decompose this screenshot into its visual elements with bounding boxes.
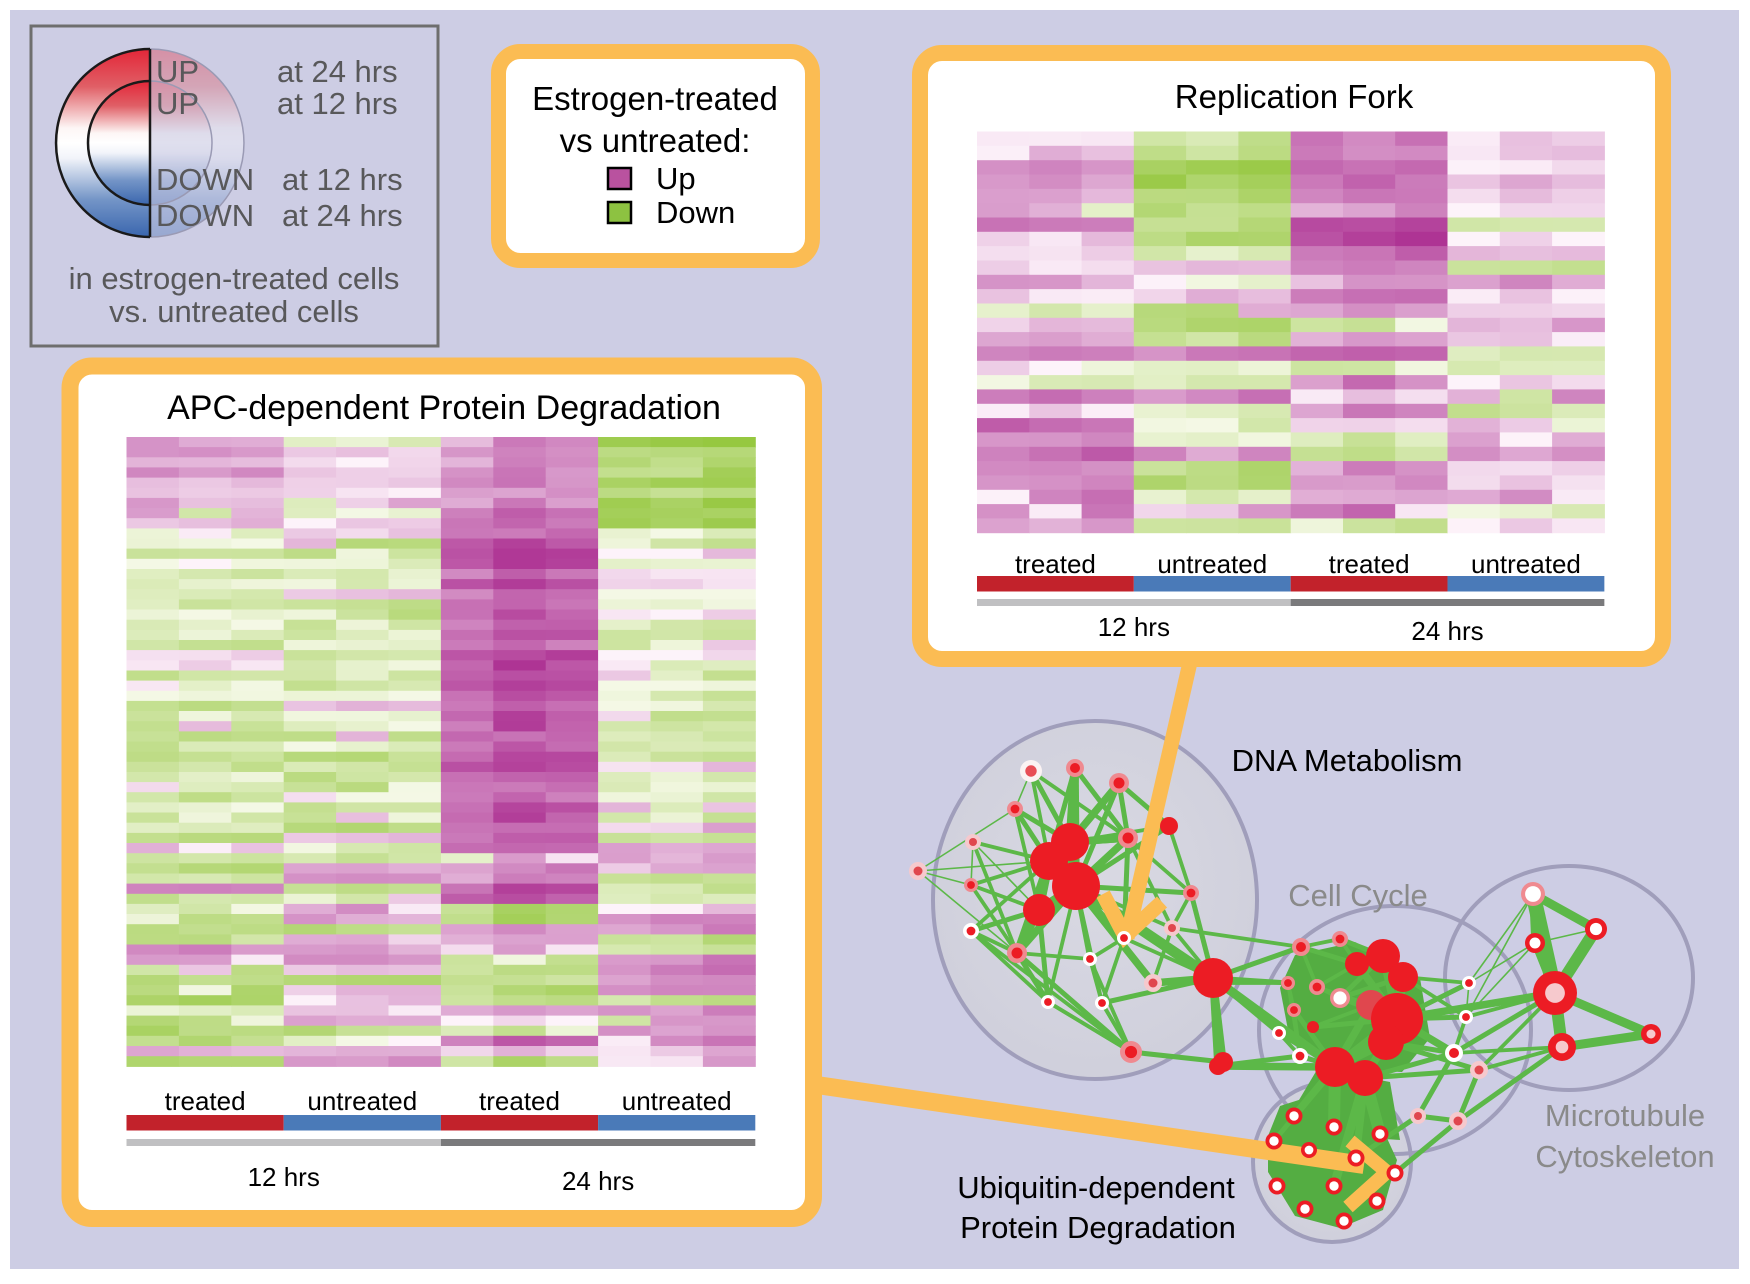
svg-text:at 12 hrs: at 12 hrs: [282, 162, 403, 197]
svg-text:Replication Fork: Replication Fork: [1175, 78, 1414, 115]
svg-text:DOWN: DOWN: [156, 198, 254, 233]
svg-text:vs untreated:: vs untreated:: [560, 122, 751, 159]
svg-text:Cell Cycle: Cell Cycle: [1288, 878, 1428, 913]
svg-text:at 24 hrs: at 24 hrs: [282, 198, 403, 233]
svg-text:vs. untreated cells: vs. untreated cells: [109, 294, 359, 329]
svg-text:Down: Down: [656, 195, 735, 230]
svg-text:Cytoskeleton: Cytoskeleton: [1535, 1139, 1714, 1174]
svg-text:treated: treated: [1015, 549, 1096, 579]
svg-text:UP: UP: [156, 86, 199, 121]
svg-text:Up: Up: [656, 161, 696, 196]
svg-text:treated: treated: [479, 1086, 560, 1116]
svg-text:24 hrs: 24 hrs: [562, 1166, 634, 1196]
svg-text:Estrogen-treated: Estrogen-treated: [532, 80, 778, 117]
svg-text:at 24 hrs: at 24 hrs: [277, 54, 398, 89]
svg-text:Microtubule: Microtubule: [1545, 1098, 1705, 1133]
svg-text:untreated: untreated: [1471, 549, 1581, 579]
svg-text:DNA Metabolism: DNA Metabolism: [1232, 743, 1463, 778]
svg-text:UP: UP: [156, 54, 199, 89]
svg-text:untreated: untreated: [622, 1086, 732, 1116]
svg-text:DOWN: DOWN: [156, 162, 254, 197]
svg-text:12 hrs: 12 hrs: [248, 1162, 320, 1192]
svg-text:treated: treated: [1329, 549, 1410, 579]
svg-text:24 hrs: 24 hrs: [1411, 616, 1483, 646]
svg-text:Protein Degradation: Protein Degradation: [960, 1210, 1236, 1245]
svg-text:at 12 hrs: at 12 hrs: [277, 86, 398, 121]
svg-text:12 hrs: 12 hrs: [1098, 612, 1170, 642]
svg-text:treated: treated: [165, 1086, 246, 1116]
svg-text:APC-dependent Protein Degradat: APC-dependent Protein Degradation: [167, 389, 721, 427]
svg-text:Ubiquitin-dependent: Ubiquitin-dependent: [957, 1170, 1235, 1205]
svg-text:untreated: untreated: [1157, 549, 1267, 579]
svg-text:untreated: untreated: [307, 1086, 417, 1116]
svg-text:in estrogen-treated cells: in estrogen-treated cells: [69, 261, 400, 296]
